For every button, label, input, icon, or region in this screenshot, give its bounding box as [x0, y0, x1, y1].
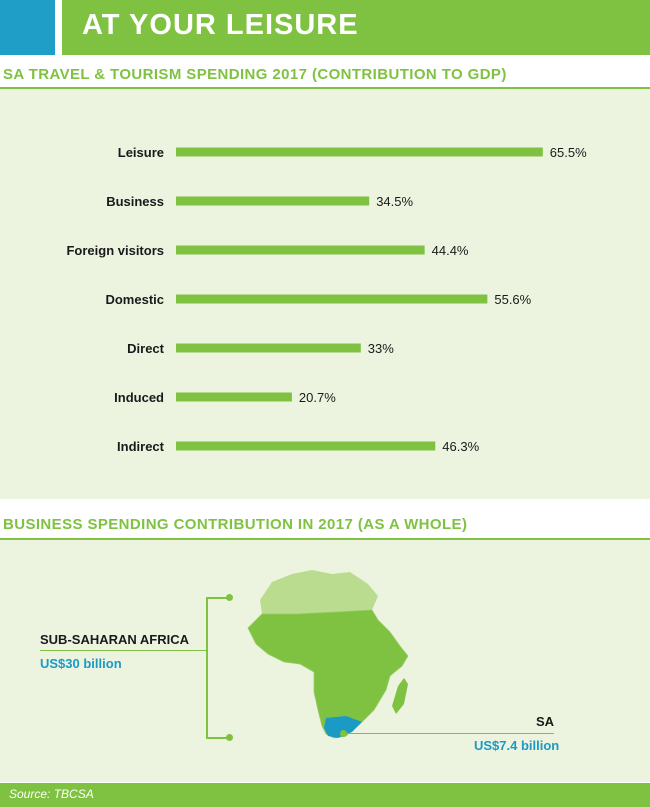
section-divider: [0, 87, 650, 89]
section-divider: [0, 538, 650, 540]
ssa-bracket-bottom: [206, 737, 230, 739]
bar: [176, 343, 361, 353]
sa-value: US$7.4 billion: [474, 738, 560, 753]
bar: [176, 441, 436, 451]
source-note: Source: TBCSA: [9, 787, 94, 801]
category-label: Direct: [127, 341, 165, 356]
value-label: 55.6%: [494, 292, 531, 307]
value-label: 65.5%: [550, 145, 587, 160]
ssa-marker-dot: [226, 734, 233, 741]
category-label: Foreign visitors: [66, 243, 164, 258]
ssa-bracket-line: [206, 598, 208, 738]
ssa-underline: [40, 650, 208, 651]
header-bar: [62, 0, 650, 55]
bar: [176, 392, 292, 402]
bar: [176, 294, 488, 304]
map-section-title: BUSINESS SPENDING CONTRIBUTION IN 2017 (…: [3, 516, 468, 533]
category-label: Indirect: [117, 439, 165, 454]
value-label: 46.3%: [442, 439, 479, 454]
ssa-value: US$30 billion: [40, 656, 122, 671]
category-label: Domestic: [105, 292, 164, 307]
ssa-label: SUB-SAHARAN AFRICA: [40, 632, 190, 647]
bar: [176, 147, 543, 157]
madagascar-shape: [392, 678, 408, 714]
page-title: AT YOUR LEISURE: [82, 9, 359, 41]
ssa-bracket-top: [206, 597, 230, 599]
value-label: 33%: [368, 341, 394, 356]
north-africa-region: [260, 570, 378, 614]
value-label: 20.7%: [299, 390, 336, 405]
chart-panel: [0, 89, 650, 499]
south-africa-region: [324, 716, 362, 738]
chart-section-title: SA TRAVEL & TOURISM SPENDING 2017 (CONTR…: [3, 66, 507, 83]
bar: [176, 245, 425, 255]
category-label: Induced: [114, 390, 164, 405]
sa-leader-line: [344, 733, 554, 734]
value-label: 44.4%: [432, 243, 469, 258]
bar: [176, 196, 370, 206]
ssa-marker-dot: [226, 594, 233, 601]
footer-bar: Source: TBCSA: [0, 783, 650, 807]
category-label: Leisure: [118, 145, 164, 160]
category-label: Business: [106, 194, 164, 209]
africa-map: [247, 570, 409, 739]
header-accent-square: [0, 0, 55, 55]
sa-label: SA: [536, 714, 555, 729]
bar-chart: Leisure 65.5% Business 34.5% Foreign visitor…: [66, 145, 587, 454]
value-label: 34.5%: [376, 194, 413, 209]
sa-marker-dot: [340, 730, 347, 737]
